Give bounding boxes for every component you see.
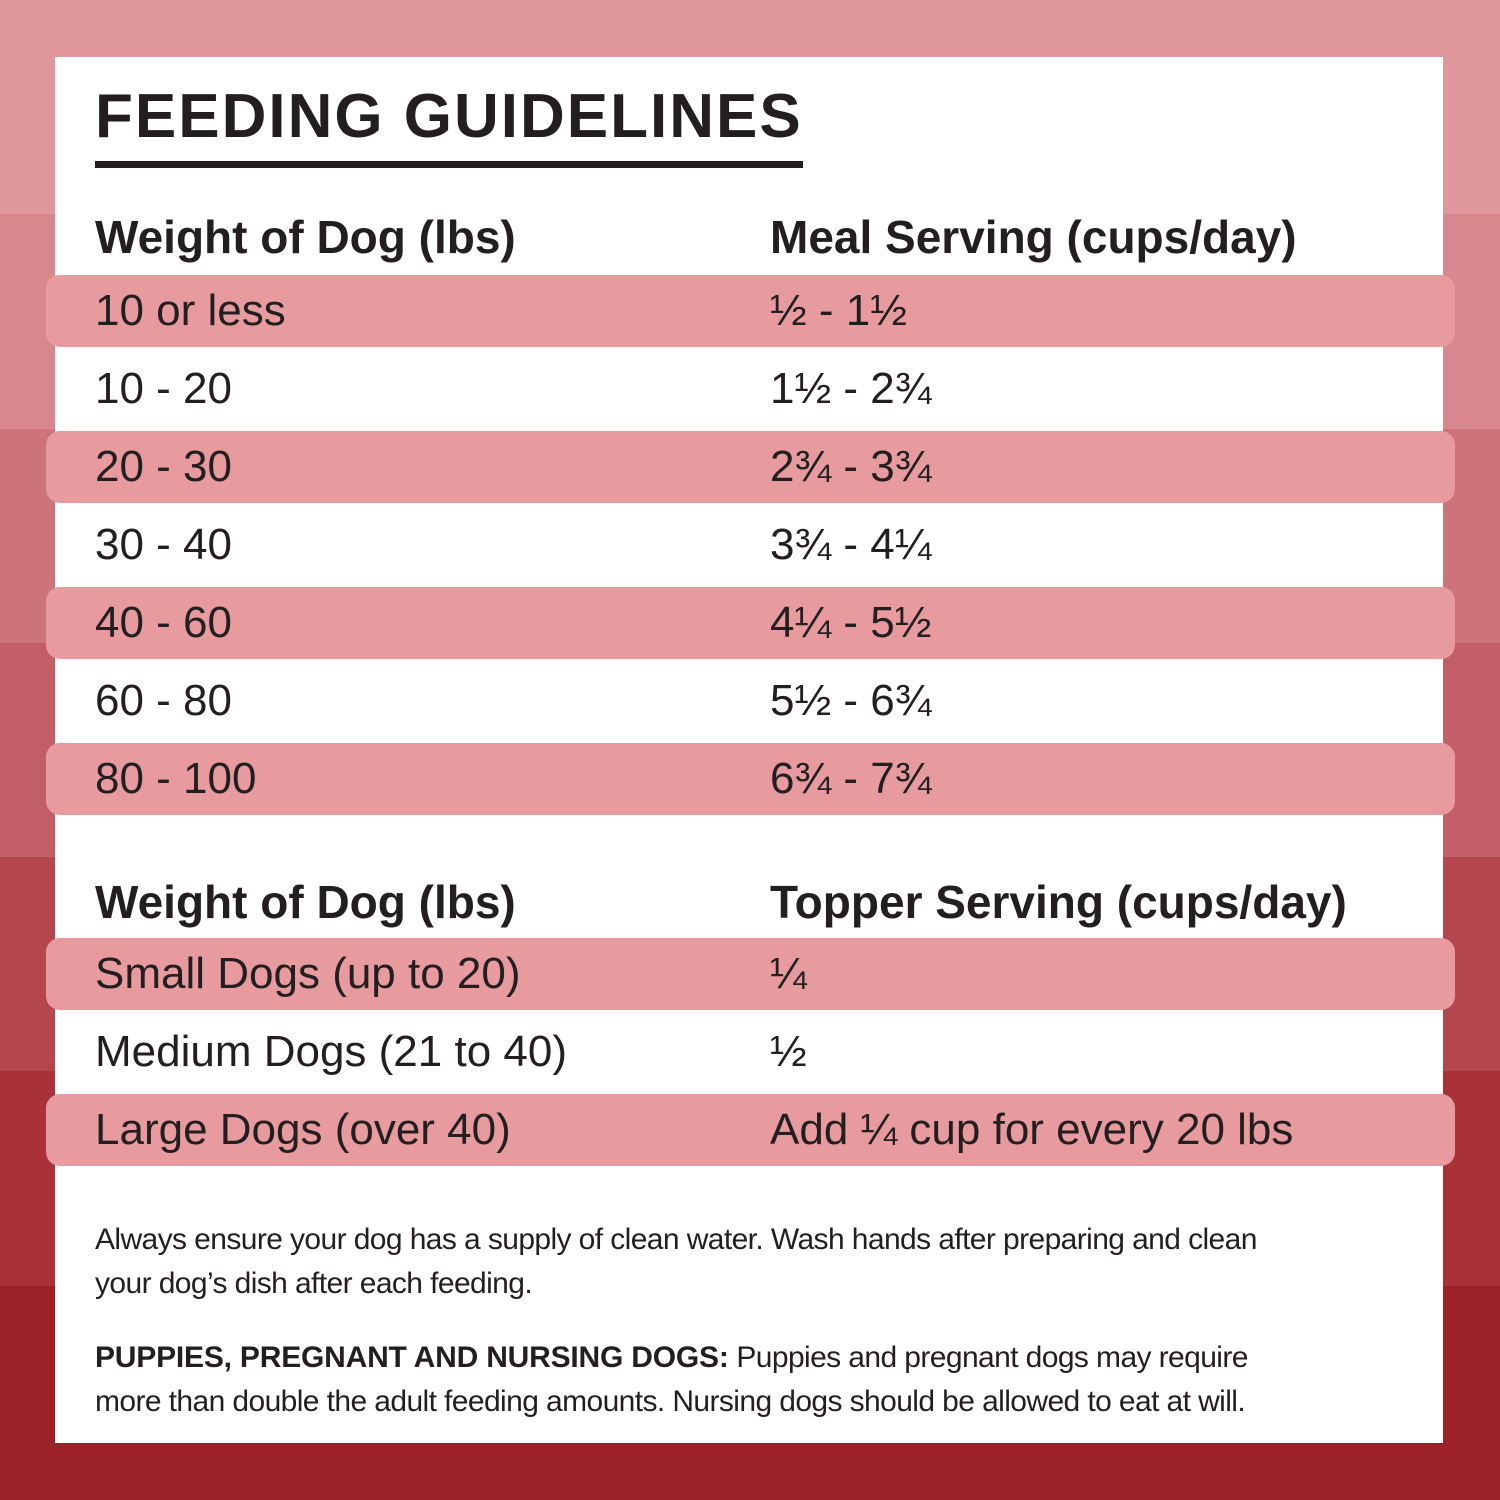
dog-size-cell: Medium Dogs (21 to 40) <box>95 1027 567 1076</box>
table-row: 20 - 30 2¾ - 3¾ <box>46 431 1455 503</box>
table-row: 40 - 60 4¼ - 5½ <box>46 587 1455 659</box>
table-row: 60 - 80 5½ - 6¾ <box>46 665 1455 737</box>
weight-cell: 10 - 20 <box>95 364 232 413</box>
topper-table-header: Weight of Dog (lbs) Topper Serving (cups… <box>95 875 1403 930</box>
topper-table-col2-header: Topper Serving (cups/day) <box>770 876 1347 928</box>
table-row: Small Dogs (up to 20) ¼ <box>46 938 1455 1010</box>
table-row: 80 - 100 6¾ - 7¾ <box>46 743 1455 815</box>
table-row: Medium Dogs (21 to 40) ½ <box>46 1016 1455 1088</box>
serving-cell: ½ <box>770 1027 807 1076</box>
water-note-line1: Always ensure your dog has a supply of c… <box>95 1223 1257 1256</box>
serving-cell: 4¼ - 5½ <box>770 598 932 647</box>
serving-cell: 6¾ - 7¾ <box>770 754 932 803</box>
topper-table: Small Dogs (up to 20) ¼ Medium Dogs (21 … <box>46 938 1455 1166</box>
serving-cell: ½ - 1½ <box>770 286 907 335</box>
weight-cell: 80 - 100 <box>95 754 257 803</box>
serving-cell: 5½ - 6¾ <box>770 676 932 725</box>
weight-cell: 40 - 60 <box>95 598 232 647</box>
meal-table-col1-header: Weight of Dog (lbs) <box>95 211 516 263</box>
weight-cell: 30 - 40 <box>95 520 232 569</box>
puppies-note-bold-lead: PUPPIES, PREGNANT AND NURSING DOGS: <box>95 1341 729 1374</box>
meal-table: 10 or less ½ - 1½ 10 - 20 1½ - 2¾ 20 - 3… <box>46 275 1455 815</box>
dog-size-cell: Large Dogs (over 40) <box>95 1105 511 1154</box>
weight-cell: 20 - 30 <box>95 442 232 491</box>
serving-cell: 2¾ - 3¾ <box>770 442 932 491</box>
meal-table-col2-header: Meal Serving (cups/day) <box>770 211 1297 263</box>
table-row: Large Dogs (over 40) Add ¼ cup for every… <box>46 1094 1455 1166</box>
water-note: Always ensure your dog has a supply of c… <box>95 1218 1403 1306</box>
serving-cell: 1½ - 2¾ <box>770 364 932 413</box>
weight-cell: 60 - 80 <box>95 676 232 725</box>
topper-table-col1-header: Weight of Dog (lbs) <box>95 876 516 928</box>
table-row: 10 - 20 1½ - 2¾ <box>46 353 1455 425</box>
dog-size-cell: Small Dogs (up to 20) <box>95 949 521 998</box>
serving-cell: ¼ <box>770 949 807 998</box>
serving-cell: 3¾ - 4¼ <box>770 520 932 569</box>
table-row: 10 or less ½ - 1½ <box>46 275 1455 347</box>
puppies-note: PUPPIES, PREGNANT AND NURSING DOGS: Pupp… <box>95 1336 1403 1424</box>
meal-table-header: Weight of Dog (lbs) Meal Serving (cups/d… <box>95 210 1403 265</box>
footnotes: Always ensure your dog has a supply of c… <box>95 1218 1403 1424</box>
puppies-note-line2: more than double the adult feeding amoun… <box>95 1385 1246 1418</box>
table-row: 30 - 40 3¾ - 4¼ <box>46 509 1455 581</box>
guidelines-card: FEEDING GUIDELINES Weight of Dog (lbs) M… <box>46 57 1455 1443</box>
weight-cell: 10 or less <box>95 286 286 335</box>
serving-cell: Add ¼ cup for every 20 lbs <box>770 1105 1294 1154</box>
page-title: FEEDING GUIDELINES <box>95 86 803 168</box>
puppies-note-line1-rest: Puppies and pregnant dogs may require <box>728 1341 1248 1374</box>
water-note-line2: your dog’s dish after each feeding. <box>95 1267 533 1300</box>
